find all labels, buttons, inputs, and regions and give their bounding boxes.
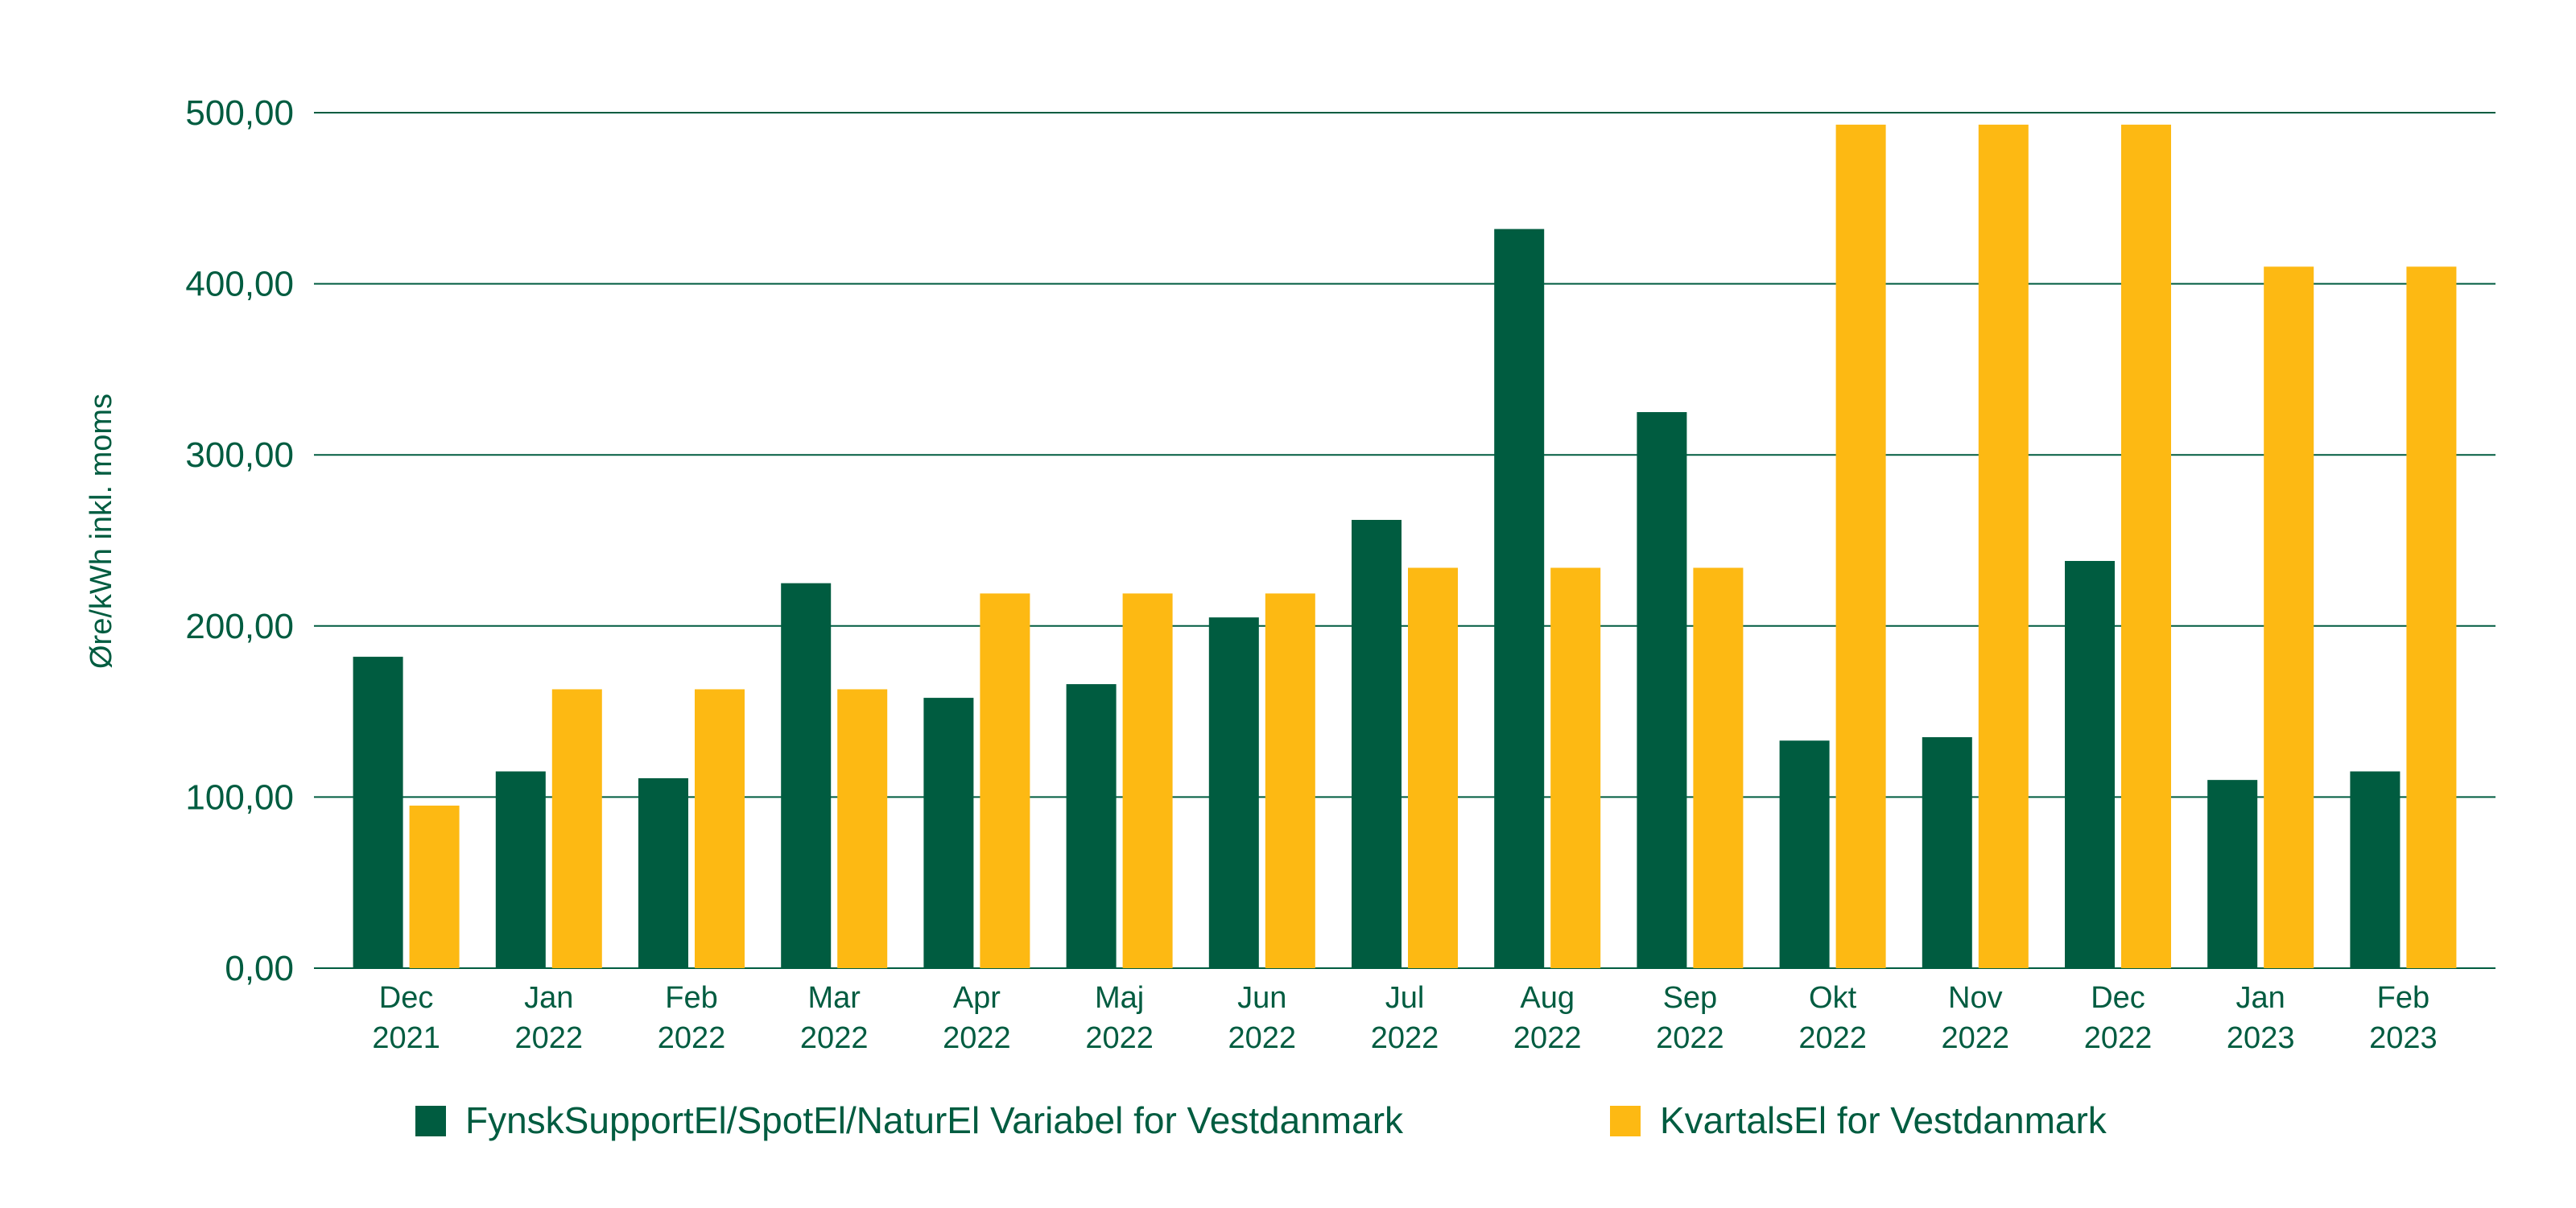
bar-series-2-14	[2406, 266, 2457, 969]
bar-series-2-10	[1835, 124, 1886, 969]
bar-series-1-11	[1922, 736, 1972, 968]
x-tick-label: Jan 2022	[515, 981, 584, 1055]
y-tick-label: 0,00	[225, 949, 294, 988]
x-tick-label: Feb 2022	[658, 981, 726, 1055]
bar-series-2-1	[551, 689, 602, 968]
y-tick-label: 100,00	[185, 777, 294, 817]
bar-series-2-8	[1550, 567, 1601, 968]
x-tick-label: Sep 2022	[1656, 981, 1724, 1055]
y-axis-ticks: 0,00 100,00 200,00 300,00 400,00 500,00	[185, 93, 294, 988]
legend: FynskSupportEl/SpotEl/NaturEl Variabel f…	[415, 1099, 2107, 1141]
bar-series-1-10	[1779, 740, 1830, 968]
bar-series-1-3	[781, 583, 832, 968]
bar-series-2-7	[1408, 567, 1458, 968]
x-tick-label: Apr 2022	[943, 981, 1011, 1055]
bar-series-1-2	[638, 778, 688, 968]
bar-series-2-11	[1978, 124, 2029, 969]
bar-series-1-1	[495, 771, 546, 968]
x-tick-label: Dec 2022	[2084, 981, 2153, 1055]
x-tick-label: Okt 2022	[1798, 981, 1867, 1055]
bar-series-1-0	[353, 657, 403, 968]
bar-series-2-6	[1265, 593, 1315, 968]
x-tick-label: Aug 2022	[1513, 981, 1582, 1055]
bar-series-1-5	[1066, 684, 1117, 968]
bar-series-2-13	[2264, 266, 2314, 969]
x-tick-label: Jan 2023	[2227, 981, 2295, 1055]
bar-series-1-8	[1494, 229, 1545, 968]
bar-series-2-2	[695, 689, 745, 968]
x-tick-label: Feb 2023	[2369, 981, 2438, 1055]
y-tick-label: 500,00	[185, 93, 294, 133]
y-axis-title: Øre/kWh inkl. moms	[85, 394, 118, 669]
x-tick-label: Jun 2022	[1228, 981, 1297, 1055]
x-tick-label: Maj 2022	[1085, 981, 1154, 1055]
bar-series-2-12	[2121, 124, 2171, 969]
bars	[353, 124, 2457, 969]
x-tick-label: Nov 2022	[1942, 981, 2010, 1055]
bar-series-2-4	[980, 593, 1030, 968]
bar-series-1-7	[1352, 519, 1402, 968]
bar-series-2-3	[837, 689, 888, 968]
bar-series-1-12	[2065, 561, 2115, 968]
x-tick-label: Jul 2022	[1371, 981, 1439, 1055]
legend-swatch-2	[1610, 1106, 1641, 1136]
legend-swatch-1	[415, 1106, 446, 1136]
bar-series-1-6	[1208, 617, 1259, 968]
bar-series-1-14	[2350, 771, 2401, 968]
x-tick-label: Dec 2021	[372, 981, 440, 1055]
y-tick-label: 300,00	[185, 435, 294, 475]
bar-series-1-13	[2207, 780, 2258, 968]
x-axis-labels: Dec 2021 Jan 2022 Feb 2022 Mar 2022 Apr 2022 Maj 20…	[372, 981, 2437, 1055]
bar-series-2-9	[1693, 567, 1744, 968]
bar-series-1-9	[1637, 412, 1687, 968]
legend-label-1: FynskSupportEl/SpotEl/NaturEl Variabel f…	[465, 1099, 1404, 1141]
x-tick-label: Mar 2022	[800, 981, 869, 1055]
bar-series-2-5	[1122, 593, 1173, 968]
bar-series-2-0	[409, 806, 460, 968]
y-tick-label: 200,00	[185, 607, 294, 646]
bar-series-1-4	[923, 698, 974, 968]
legend-label-2: KvartalsEl for Vestdanmark	[1660, 1099, 2107, 1141]
y-tick-label: 400,00	[185, 265, 294, 304]
